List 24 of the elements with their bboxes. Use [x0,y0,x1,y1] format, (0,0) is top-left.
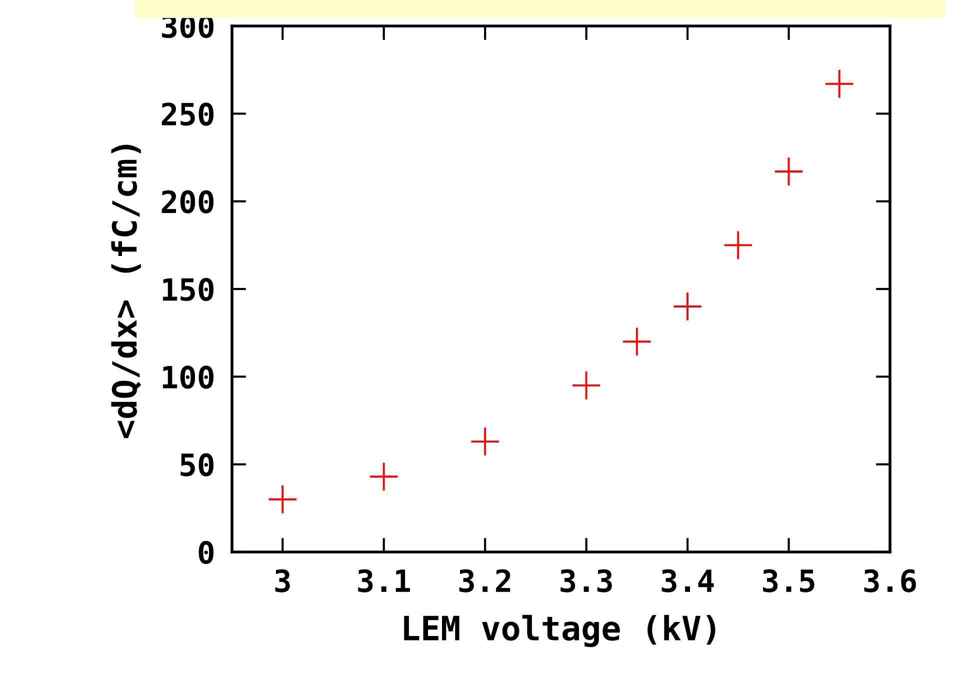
point [471,428,499,456]
x-tick-label: 3.5 [763,569,814,592]
point [774,158,803,186]
y-tick-label: 250 [162,102,214,126]
x-tick-label: 3.4 [662,569,714,592]
point [623,328,651,356]
y-tick-label: 150 [162,278,214,302]
x-tick-label: 3 [275,569,290,592]
point [268,486,297,514]
y-tick-label: 200 [162,190,214,214]
x-axis-title: LEM voltage (kV) [404,614,716,648]
y-tick-label: 0 [198,540,214,564]
y-axis-title: <dQ/dx> (fC/cm) [111,144,142,438]
x-tick-label: 3.2 [459,569,510,592]
point [572,372,600,400]
y-tick-label: 100 [162,366,214,389]
x-tick-label: 3.1 [358,569,410,592]
x-tick-label: 3.6 [864,569,916,592]
x-tick-label: 3.3 [560,569,612,592]
point [370,462,398,490]
point [674,292,702,320]
y-tick-label: 50 [180,453,214,476]
point [724,231,752,260]
point [825,70,854,98]
